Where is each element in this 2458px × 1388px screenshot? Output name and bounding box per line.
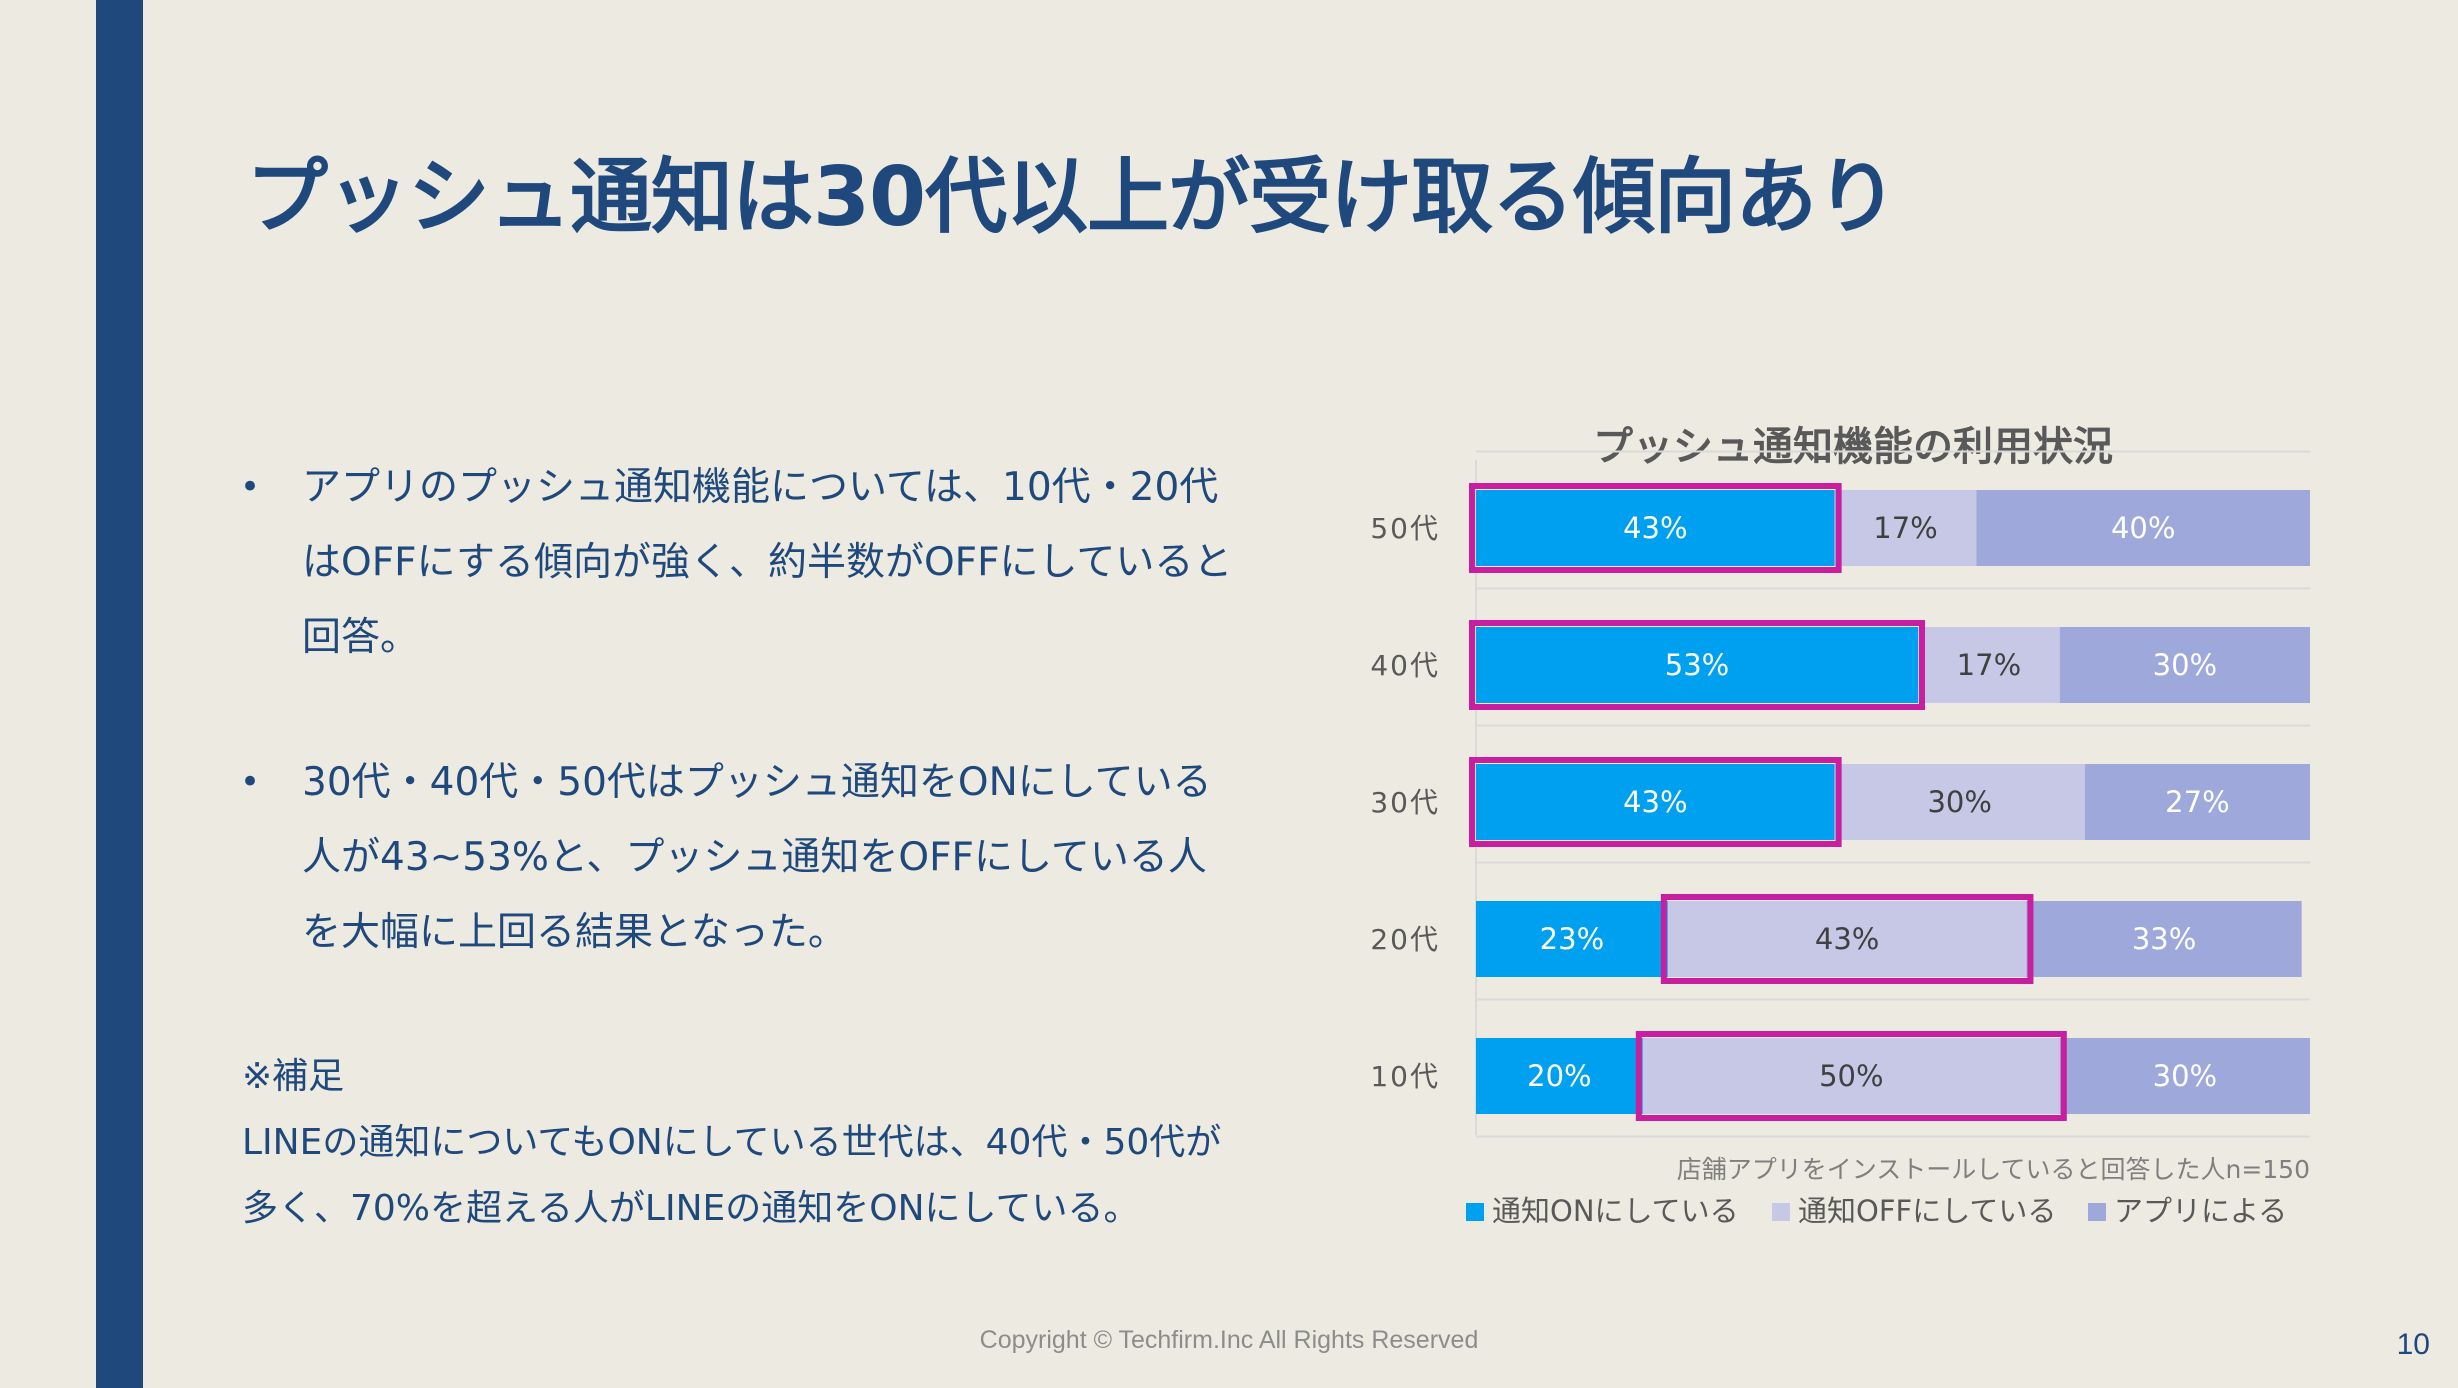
bar-segment <box>1476 764 1835 840</box>
bar-segment <box>2059 1038 2310 1114</box>
data-label: 30% <box>2153 1059 2217 1093</box>
bullet-text: アプリのプッシュ通知機能については、10代・20代はOFFにする傾向が強く、約半… <box>302 465 1233 660</box>
copyright-footer: Copyright © Techfirm.Inc All Rights Rese… <box>979 1326 1479 1354</box>
bullet-marker: • <box>240 762 261 802</box>
bar-segment <box>2059 627 2310 703</box>
bar-segment <box>1918 627 2060 703</box>
category-label: 40代 <box>1370 649 1440 682</box>
bar-segment <box>1476 627 1919 703</box>
bullet-item: • 30代・40代・50代はプッシュ通知をONにしている人が43~53%と、プッ… <box>240 745 1240 970</box>
data-label: 17% <box>1873 511 1937 545</box>
highlight-box <box>1469 620 1926 710</box>
highlight-box <box>1469 483 1842 573</box>
bullet-text: 30代・40代・50代はプッシュ通知をONにしている人が43~53%と、プッシュ… <box>302 760 1212 955</box>
bar-segment <box>1476 1038 1643 1114</box>
highlight-box <box>1635 1031 2067 1121</box>
legend-swatch <box>2088 1203 2106 1221</box>
legend-label: 通知ONにしている <box>1492 1194 1739 1228</box>
data-label: 27% <box>2165 785 2229 819</box>
legend-swatch <box>1772 1203 1790 1221</box>
data-label: 40% <box>2111 511 2175 545</box>
data-label: 43% <box>1623 785 1687 819</box>
bar-segment <box>1642 1038 2060 1114</box>
bar-segment <box>2026 901 2302 977</box>
category-label: 50代 <box>1370 512 1440 545</box>
data-label: 17% <box>1957 648 2021 682</box>
highlight-box <box>1660 894 2034 984</box>
data-label: 53% <box>1665 648 1729 682</box>
legend-swatch <box>1466 1203 1484 1221</box>
chart-highlights <box>1469 483 2067 1121</box>
data-label: 50% <box>1819 1059 1883 1093</box>
bullet-list: • アプリのプッシュ通知機能については、10代・20代はOFFにする傾向が強く、… <box>240 450 1240 970</box>
bar-segment <box>1834 764 2085 840</box>
data-label: 30% <box>1927 785 1991 819</box>
bar-segment <box>2084 764 2310 840</box>
push-notification-chart: プッシュ通知機能の利用状況 43% 17% 40% 53% 17% 30% 43% 30% 27… <box>1370 424 2310 1228</box>
bullet-item: • アプリのプッシュ通知機能については、10代・20代はOFFにする傾向が強く、… <box>240 450 1240 675</box>
accent-side-bar <box>96 0 143 1388</box>
chart-category-labels: 50代 40代 30代 20代 10代 <box>1370 512 1440 1093</box>
note-text: LINEの通知についてもONにしている世代は、40代・50代が多く、70%を超え… <box>242 1122 1222 1229</box>
data-label: 43% <box>1815 922 1879 956</box>
page-number: 10 <box>2396 1328 2430 1361</box>
bar-segment <box>1834 490 1977 566</box>
chart-title: プッシュ通知機能の利用状況 <box>1593 424 2113 470</box>
chart-annotation: 店舗アプリをインストールしていると回答した人n=150 <box>1677 1155 2310 1184</box>
legend-label: アプリによる <box>2114 1194 2287 1228</box>
bar-segment <box>1976 490 2310 566</box>
data-label: 30% <box>2153 648 2217 682</box>
chart-bars: 43% 17% 40% 53% 17% 30% 43% 30% 27% 23% 43% 33% 20% 5… <box>1476 490 2310 1114</box>
category-label: 10代 <box>1370 1060 1440 1093</box>
highlight-box <box>1469 757 1842 847</box>
chart-legend: 通知ONにしている 通知OFFにしている アプリによる <box>1466 1194 2287 1228</box>
data-label: 33% <box>2132 922 2196 956</box>
bar-segment <box>1476 490 1835 566</box>
bar-segment <box>1476 901 1668 977</box>
slide-title: プッシュ通知は30代以上が受け取る傾向あり <box>246 150 1898 245</box>
data-label: 43% <box>1623 511 1687 545</box>
data-label: 20% <box>1527 1059 1591 1093</box>
bar-segment <box>1667 901 2027 977</box>
category-label: 20代 <box>1370 923 1440 956</box>
note-heading: ※補足 <box>242 1056 345 1097</box>
category-label: 30代 <box>1370 786 1440 819</box>
bullet-marker: • <box>240 467 261 507</box>
supplementary-note: ※補足 LINEの通知についてもONにしている世代は、40代・50代が多く、70… <box>242 1044 1242 1242</box>
data-label: 23% <box>1540 922 1604 956</box>
legend-label: 通知OFFにしている <box>1798 1194 2056 1228</box>
